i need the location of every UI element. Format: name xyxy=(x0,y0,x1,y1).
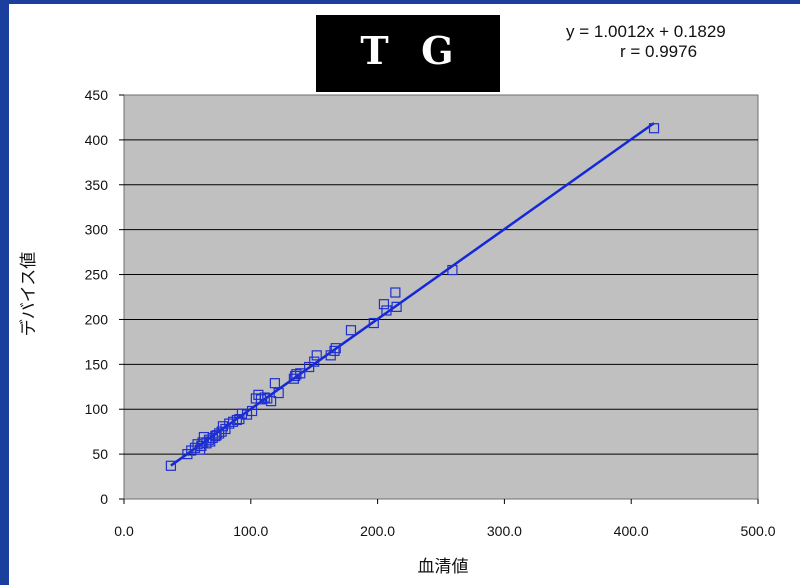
correlation-coefficient: r = 0.9976 xyxy=(620,42,698,61)
y-tick-label: 50 xyxy=(92,446,108,462)
data-point xyxy=(345,325,357,336)
y-tick-label: 150 xyxy=(85,356,109,372)
data-point xyxy=(291,369,302,380)
data-point xyxy=(165,460,177,471)
data-point xyxy=(216,426,227,437)
data-point xyxy=(390,287,401,298)
data-point xyxy=(220,423,231,435)
data-point xyxy=(329,345,340,356)
data-point xyxy=(201,438,212,449)
x-tick-label: 400.0 xyxy=(614,523,649,539)
data-point xyxy=(269,378,280,389)
data-point xyxy=(246,405,258,417)
y-tick-label: 300 xyxy=(85,222,109,238)
x-tick-label: 300.0 xyxy=(487,523,522,539)
data-point xyxy=(391,301,402,312)
y-tick-label: 200 xyxy=(85,311,109,327)
data-point xyxy=(368,317,379,329)
title-box xyxy=(316,15,500,92)
data-point xyxy=(648,123,660,134)
y-tick-label: 450 xyxy=(85,87,109,103)
data-point xyxy=(255,394,267,405)
data-point xyxy=(447,264,458,276)
data-point xyxy=(182,449,193,460)
regression-line xyxy=(170,122,655,467)
y-axis-label: デバイス値 xyxy=(18,252,39,337)
data-point xyxy=(309,356,320,367)
chart-title: T G xyxy=(360,28,456,73)
y-tick-label: 250 xyxy=(85,267,109,283)
data-point xyxy=(262,393,273,404)
data-point xyxy=(259,392,270,403)
x-tick-label: 100.0 xyxy=(233,523,268,539)
data-point xyxy=(197,437,208,448)
regression-equation: y = 1.0012x + 0.1829 xyxy=(566,22,726,41)
data-point xyxy=(194,444,206,455)
y-tick-label: 350 xyxy=(85,177,109,193)
data-point xyxy=(273,387,284,399)
y-tick-label: 0 xyxy=(100,491,108,507)
data-point xyxy=(224,418,235,429)
data-point xyxy=(227,416,239,427)
data-point xyxy=(381,305,392,316)
x-axis-label: 血清値 xyxy=(418,557,469,577)
data-point xyxy=(217,421,229,432)
data-point xyxy=(330,343,341,354)
y-tick-label: 100 xyxy=(85,401,109,417)
x-tick-label: 500.0 xyxy=(740,523,775,539)
data-point xyxy=(265,396,277,407)
data-point xyxy=(295,368,306,379)
y-tick-label: 400 xyxy=(85,132,109,148)
data-point xyxy=(311,350,322,361)
x-tick-label: 0.0 xyxy=(114,523,134,539)
data-point xyxy=(378,299,390,310)
x-tick-label: 200.0 xyxy=(360,523,395,539)
